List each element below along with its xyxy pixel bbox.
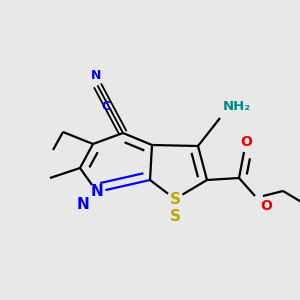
Text: S: S (169, 191, 181, 206)
Text: S: S (169, 209, 181, 224)
Text: NH₂: NH₂ (223, 100, 251, 113)
Text: N: N (76, 197, 89, 212)
Text: O: O (240, 135, 252, 149)
Text: N: N (91, 69, 102, 82)
Circle shape (89, 184, 105, 200)
Text: N: N (91, 184, 103, 200)
Text: C: C (101, 100, 111, 113)
Circle shape (167, 191, 183, 207)
Text: O: O (260, 199, 272, 213)
